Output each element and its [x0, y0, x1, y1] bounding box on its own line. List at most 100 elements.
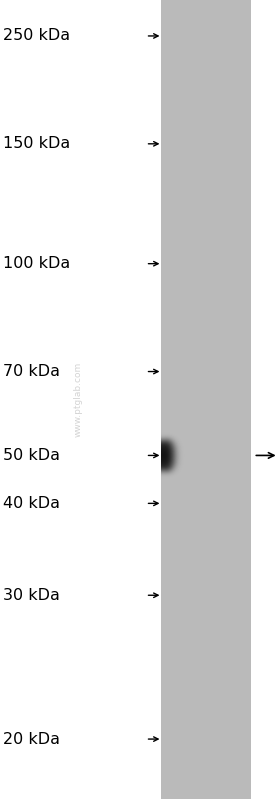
- Bar: [161, 497, 251, 501]
- Bar: [161, 401, 251, 405]
- Bar: [161, 161, 251, 165]
- Bar: [161, 559, 251, 562]
- Bar: [161, 766, 251, 769]
- Bar: [161, 359, 251, 362]
- Bar: [161, 436, 251, 439]
- Bar: [161, 26, 251, 30]
- Bar: [161, 167, 251, 170]
- Bar: [161, 284, 251, 288]
- Bar: [161, 566, 251, 570]
- Bar: [161, 55, 251, 58]
- Bar: [161, 447, 251, 450]
- Bar: [161, 29, 251, 32]
- Bar: [161, 324, 251, 328]
- Text: 50 kDa: 50 kDa: [3, 448, 60, 463]
- Bar: [161, 620, 251, 623]
- Bar: [161, 468, 251, 471]
- Bar: [161, 217, 251, 221]
- Bar: [161, 193, 251, 197]
- Bar: [161, 476, 251, 479]
- Bar: [161, 391, 251, 394]
- Bar: [161, 237, 251, 240]
- Bar: [161, 705, 251, 709]
- Bar: [161, 758, 251, 761]
- Bar: [161, 18, 251, 22]
- Bar: [161, 201, 251, 205]
- Bar: [161, 516, 251, 519]
- Bar: [161, 713, 251, 717]
- Bar: [161, 300, 251, 304]
- Bar: [161, 332, 251, 336]
- Bar: [161, 199, 251, 202]
- Bar: [161, 239, 251, 242]
- Bar: [161, 263, 251, 266]
- Bar: [161, 652, 251, 655]
- Bar: [161, 756, 251, 759]
- Bar: [161, 367, 251, 370]
- Bar: [161, 630, 251, 634]
- Bar: [161, 796, 251, 799]
- Bar: [161, 173, 251, 176]
- Bar: [161, 165, 251, 168]
- Bar: [161, 465, 251, 469]
- Bar: [161, 609, 251, 613]
- Bar: [161, 417, 251, 421]
- Bar: [161, 129, 251, 133]
- Bar: [161, 678, 251, 682]
- Bar: [161, 660, 251, 663]
- Bar: [161, 412, 251, 415]
- Bar: [161, 393, 251, 397]
- Bar: [161, 473, 251, 477]
- Bar: [161, 428, 251, 431]
- Bar: [161, 729, 251, 733]
- Bar: [161, 479, 251, 482]
- Text: 20 kDa: 20 kDa: [3, 732, 60, 746]
- Bar: [161, 748, 251, 751]
- Bar: [161, 487, 251, 490]
- Text: 150 kDa: 150 kDa: [3, 137, 70, 151]
- Bar: [161, 185, 251, 189]
- Bar: [161, 625, 251, 629]
- Bar: [161, 638, 251, 642]
- Bar: [161, 745, 251, 749]
- Bar: [161, 601, 251, 605]
- Bar: [161, 93, 251, 96]
- Bar: [161, 726, 251, 729]
- Bar: [161, 229, 251, 232]
- Bar: [161, 252, 251, 256]
- Text: 40 kDa: 40 kDa: [3, 496, 60, 511]
- Bar: [161, 109, 251, 112]
- Bar: [161, 335, 251, 338]
- Bar: [161, 71, 251, 74]
- Bar: [161, 519, 251, 522]
- Bar: [161, 772, 251, 775]
- Bar: [161, 740, 251, 743]
- Bar: [161, 183, 251, 186]
- Bar: [161, 508, 251, 511]
- Bar: [161, 710, 251, 714]
- Bar: [161, 311, 251, 314]
- Bar: [161, 268, 251, 272]
- Bar: [161, 513, 251, 517]
- Bar: [161, 503, 251, 506]
- Bar: [161, 540, 251, 543]
- Bar: [161, 628, 251, 631]
- Bar: [161, 42, 251, 46]
- Bar: [161, 449, 251, 453]
- Bar: [161, 10, 251, 14]
- Bar: [161, 244, 251, 248]
- Bar: [161, 681, 251, 685]
- Bar: [161, 617, 251, 621]
- Bar: [161, 119, 251, 122]
- Bar: [161, 582, 251, 586]
- Bar: [161, 649, 251, 653]
- Bar: [161, 556, 251, 559]
- Bar: [161, 545, 251, 549]
- Bar: [161, 694, 251, 698]
- Bar: [161, 399, 251, 402]
- Bar: [161, 460, 251, 463]
- Bar: [161, 271, 251, 274]
- Bar: [161, 319, 251, 322]
- Bar: [161, 433, 251, 437]
- Bar: [161, 169, 251, 173]
